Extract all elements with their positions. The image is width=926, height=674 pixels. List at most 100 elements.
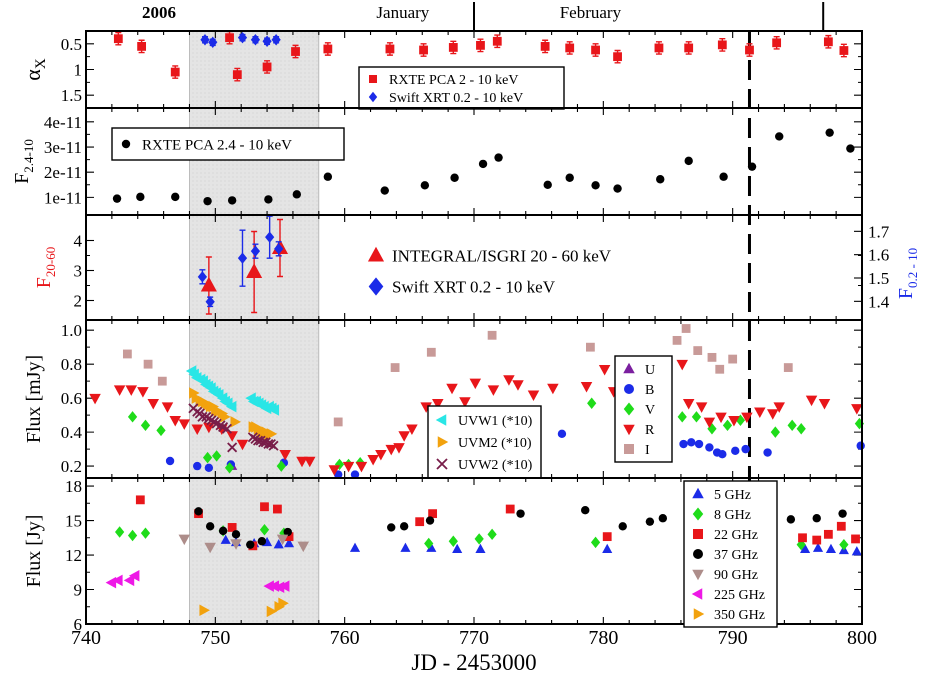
series-B <box>165 429 865 479</box>
data-point <box>851 404 863 415</box>
data-point <box>387 523 396 532</box>
legend-marker <box>691 588 703 600</box>
data-point <box>278 597 289 610</box>
right-y-tick-label: 1.4 <box>868 292 890 311</box>
data-point <box>246 263 263 278</box>
data-point <box>208 36 218 49</box>
data-point <box>178 419 191 430</box>
data-point <box>487 528 497 541</box>
data-point <box>257 537 267 546</box>
data-point <box>512 380 524 391</box>
data-point <box>672 335 682 345</box>
data-point <box>393 443 405 454</box>
data-point <box>178 534 191 546</box>
data-point <box>687 438 696 447</box>
data-point <box>390 363 400 372</box>
data-point <box>796 538 806 551</box>
data-point <box>741 444 750 454</box>
legend-marker <box>368 277 384 296</box>
data-point <box>355 461 368 473</box>
data-point <box>225 400 237 413</box>
data-point <box>227 523 237 532</box>
data-point <box>342 461 355 473</box>
legend-marker <box>367 246 385 262</box>
data-point <box>193 461 202 471</box>
data-point <box>450 173 459 182</box>
data-point <box>503 375 515 386</box>
data-point <box>469 378 482 390</box>
data-point <box>786 515 796 524</box>
shaded-interval-texture <box>189 31 319 624</box>
data-point <box>123 574 135 587</box>
legend-marker <box>693 608 705 620</box>
legend-label: B <box>645 383 654 398</box>
data-point <box>694 439 704 449</box>
data-point <box>227 442 238 453</box>
data-point <box>565 173 574 182</box>
data-point <box>157 376 167 386</box>
legend-label: V <box>645 403 655 418</box>
data-point <box>250 245 261 257</box>
data-point <box>140 527 151 539</box>
x-tick-label: 740 <box>71 627 101 649</box>
legend-f2410: RXTE PCA 2.4 - 10 keV <box>111 127 345 161</box>
data-point <box>224 462 235 474</box>
x-axis-label: JD - 2453000 <box>411 650 536 674</box>
data-point <box>230 416 241 428</box>
data-point <box>681 324 691 333</box>
y-axis-label: F20-60 <box>33 247 58 288</box>
data-point <box>265 231 275 243</box>
data-point <box>232 70 242 80</box>
data-point <box>602 532 612 542</box>
panel-alpha: 0.5 1 1.5 αX RXTE PCA 2 - 10 keV Swift XRT 0.… <box>20 30 863 110</box>
legend-label: 8 GHz <box>714 508 751 523</box>
data-point <box>851 534 860 544</box>
y-tick-label: 9 <box>74 581 83 600</box>
data-point <box>202 451 213 464</box>
series-90 GHz <box>178 534 310 554</box>
data-point <box>805 395 818 407</box>
y-axis-label: αX <box>20 58 49 81</box>
y-axis-label: F2.4-10 <box>11 139 36 184</box>
legend-marker <box>435 414 447 426</box>
data-point <box>203 196 212 206</box>
data-point <box>170 67 180 77</box>
data-point <box>398 431 410 442</box>
data-point <box>125 385 138 396</box>
data-point <box>787 419 797 432</box>
data-point <box>494 153 503 162</box>
data-point <box>268 580 280 592</box>
data-point <box>656 175 665 184</box>
data-point <box>812 514 821 523</box>
legend-marker <box>437 436 449 448</box>
series-INTEGRAL/ISGRI 20 - 60 keV <box>200 218 289 315</box>
data-point <box>226 431 238 442</box>
data-point <box>204 463 214 473</box>
data-point <box>557 429 567 439</box>
panel-frame <box>85 477 863 625</box>
legend-radio: 5 GHz 8 GHz 22 GHz 37 GHz 90 GHz 225 GHz 350 G… <box>683 480 778 628</box>
data-point <box>645 517 655 526</box>
data-point <box>415 517 425 527</box>
data-point <box>586 342 595 352</box>
data-point <box>262 35 272 47</box>
data-point <box>565 43 575 53</box>
data-point <box>283 527 292 537</box>
data-point <box>328 465 341 476</box>
data-point <box>273 581 285 593</box>
right-y-axis-label: F0.2 - 10 <box>895 248 920 299</box>
data-point <box>718 450 727 459</box>
legend-frame <box>358 66 565 110</box>
y-tick-label: 1e-11 <box>44 188 82 207</box>
legend-marker <box>624 384 634 394</box>
data-point <box>169 415 181 427</box>
series-UVW1 (*10) <box>185 365 280 416</box>
data-point <box>684 156 693 166</box>
data-point <box>204 542 216 554</box>
data-point <box>773 402 785 413</box>
y-tick-label: 1.0 <box>61 321 82 340</box>
legend-marker <box>693 529 703 539</box>
series-RXTE PCA 2 - 10 keV <box>113 30 849 82</box>
